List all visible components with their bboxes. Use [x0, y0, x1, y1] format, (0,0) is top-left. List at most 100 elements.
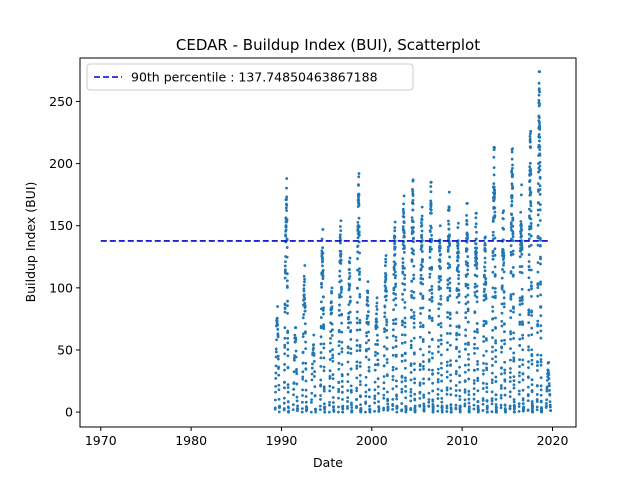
data-point [457, 333, 461, 337]
data-point [412, 321, 416, 325]
data-point [328, 403, 331, 407]
data-point [319, 342, 323, 346]
data-point [530, 287, 533, 291]
data-point [539, 393, 543, 397]
data-point [340, 347, 344, 351]
data-point [341, 404, 345, 408]
data-point [273, 398, 277, 402]
data-point [420, 221, 423, 225]
data-point [545, 385, 549, 389]
data-point [481, 409, 485, 412]
data-point [303, 277, 306, 281]
data-point [394, 285, 397, 288]
data-point [384, 260, 388, 264]
data-point [521, 336, 525, 340]
data-point [364, 383, 368, 387]
data-point [509, 332, 513, 336]
data-point [374, 342, 378, 346]
data-point [512, 375, 516, 379]
data-point [503, 393, 507, 397]
data-point [367, 369, 371, 373]
data-point [530, 326, 534, 330]
data-point [528, 161, 532, 165]
data-point [394, 262, 397, 265]
data-point [357, 184, 360, 187]
data-point [275, 338, 278, 342]
data-point [510, 203, 514, 207]
data-point [393, 229, 397, 233]
data-point [455, 333, 458, 337]
data-point [356, 257, 359, 261]
data-point [322, 389, 326, 393]
data-point [458, 409, 462, 413]
data-point [284, 234, 288, 238]
data-point [285, 195, 289, 199]
y-tick-label: 250 [49, 94, 73, 109]
data-point [518, 371, 521, 374]
data-point [482, 354, 485, 357]
data-point [485, 390, 489, 394]
data-point [499, 384, 503, 387]
data-point [457, 264, 460, 267]
data-point [539, 293, 543, 297]
data-point [349, 321, 352, 324]
data-point [340, 374, 344, 378]
data-point [392, 318, 395, 322]
x-tick-label: 2000 [356, 433, 388, 448]
data-point [509, 297, 513, 301]
data-point [386, 402, 390, 406]
data-point [445, 375, 449, 379]
data-point [367, 330, 370, 334]
data-point [330, 305, 334, 309]
data-point [454, 394, 458, 397]
data-point [284, 228, 288, 232]
data-point [447, 206, 451, 209]
data-point [436, 387, 440, 391]
data-point [376, 343, 380, 346]
data-point [404, 376, 407, 380]
data-point [422, 393, 426, 397]
data-point [384, 273, 388, 277]
data-point [436, 371, 440, 375]
data-point [411, 208, 415, 212]
data-point [427, 331, 431, 334]
data-point [511, 186, 515, 190]
data-point [421, 294, 425, 298]
data-point [410, 259, 414, 263]
data-point [349, 384, 353, 388]
data-point [301, 332, 305, 336]
data-point [538, 102, 541, 106]
data-point [503, 371, 507, 375]
data-point [375, 320, 379, 324]
data-point [348, 261, 352, 265]
data-point [367, 321, 370, 324]
plot-frame [79, 57, 577, 428]
data-point [285, 272, 289, 276]
data-point [337, 308, 341, 312]
data-point [312, 343, 316, 347]
data-point [527, 309, 531, 313]
data-point [437, 302, 441, 306]
data-point [467, 397, 471, 401]
data-point [458, 380, 462, 384]
data-point [339, 290, 343, 294]
data-point [404, 384, 407, 388]
data-point [364, 355, 368, 359]
data-point [520, 271, 524, 275]
data-point [428, 272, 432, 276]
data-point [538, 145, 542, 148]
data-point [500, 324, 504, 328]
data-point [377, 407, 381, 411]
data-point [521, 402, 525, 405]
data-point [499, 394, 503, 397]
data-point [339, 241, 342, 245]
data-point [483, 256, 487, 260]
data-point [518, 322, 522, 326]
data-point [402, 251, 406, 254]
data-point [409, 399, 413, 403]
data-point [491, 357, 494, 361]
data-point [456, 221, 460, 225]
data-point [437, 323, 441, 326]
data-point [395, 406, 399, 410]
data-point [420, 250, 424, 253]
